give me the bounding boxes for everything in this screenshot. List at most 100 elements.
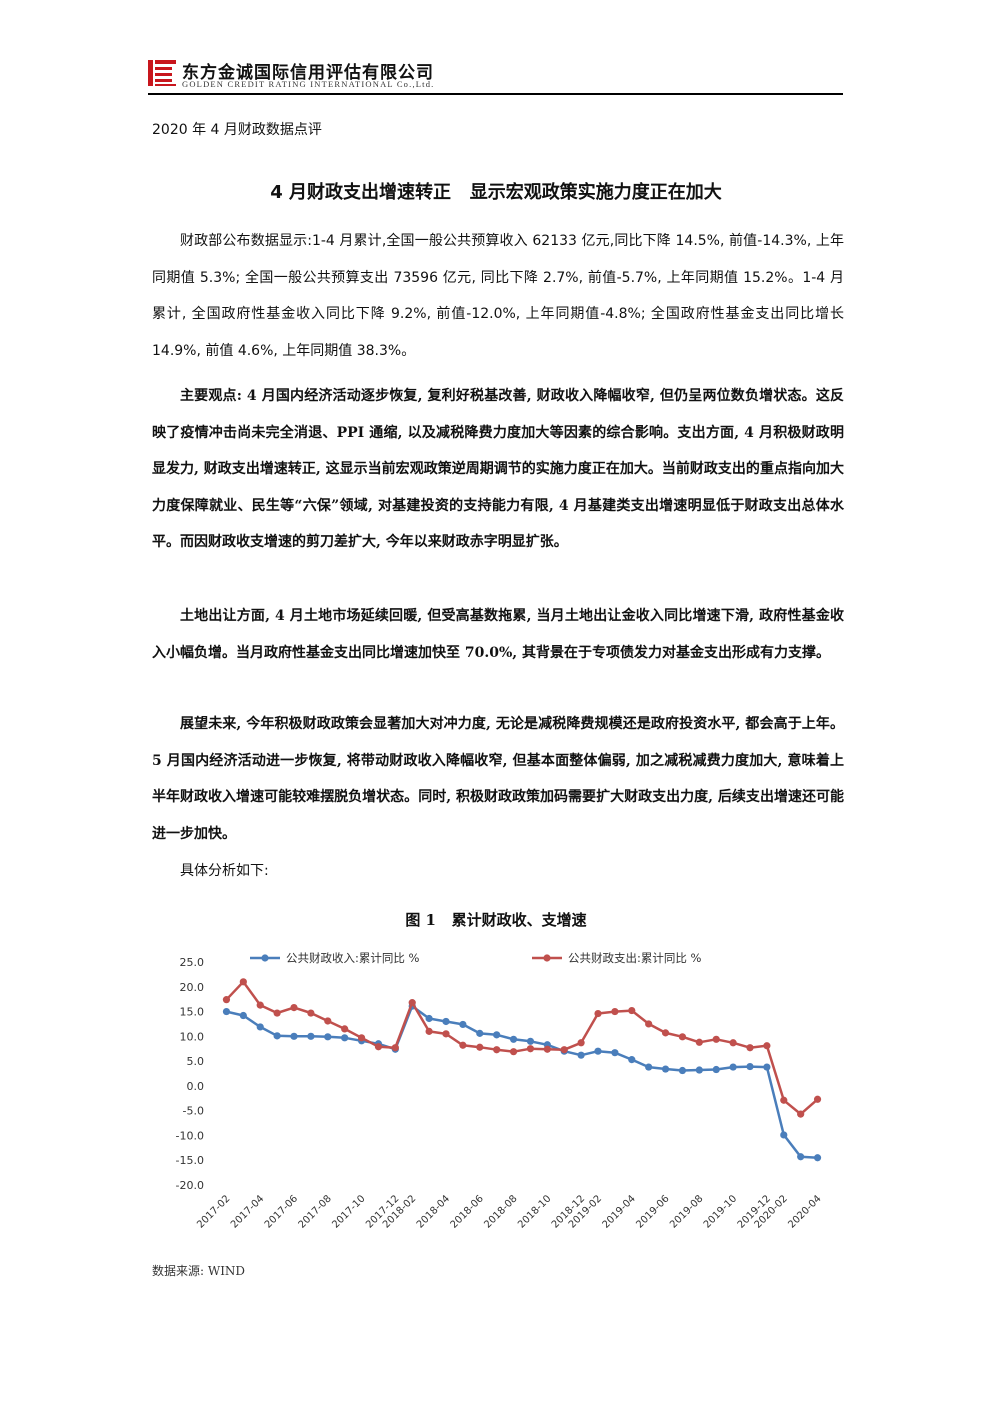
data-point xyxy=(729,1039,737,1047)
data-point xyxy=(712,1035,720,1043)
legend-label: 公共财政支出:累计同比 % xyxy=(568,951,702,965)
data-point xyxy=(797,1110,805,1118)
data-point xyxy=(780,1096,788,1104)
data-point xyxy=(493,1046,501,1054)
data-point xyxy=(256,1001,264,1009)
data-point xyxy=(577,1039,585,1047)
data-point xyxy=(678,1033,687,1041)
data-point xyxy=(577,1051,585,1059)
x-tick-label: 2020-04 xyxy=(786,1193,823,1230)
data-point xyxy=(611,1049,619,1057)
data-point xyxy=(780,1131,788,1139)
data-point xyxy=(763,1042,771,1050)
data-point xyxy=(493,1031,501,1039)
data-point xyxy=(611,1007,619,1016)
data-point xyxy=(560,1046,568,1054)
legend-marker xyxy=(261,954,269,962)
data-point xyxy=(712,1065,720,1074)
data-point xyxy=(273,1032,281,1040)
data-point xyxy=(273,1009,281,1017)
data-point xyxy=(222,996,231,1004)
data-point xyxy=(425,1014,433,1023)
data-point xyxy=(290,1003,298,1012)
data-point xyxy=(763,1063,771,1071)
x-tick-label: 2018-10 xyxy=(516,1193,553,1230)
detail-intro-paragraph: 具体分析如下: xyxy=(180,863,269,879)
company-name-en: GOLDEN CREDIT RATING INTERNATIONAL Co.,L… xyxy=(182,79,435,89)
data-point xyxy=(459,1020,467,1029)
data-point xyxy=(324,1033,332,1041)
header-divider xyxy=(148,93,843,95)
data-point xyxy=(645,1063,653,1071)
data-point xyxy=(678,1066,687,1075)
data-point xyxy=(746,1062,754,1071)
data-point xyxy=(813,1154,822,1162)
y-tick-label: -5.0 xyxy=(183,1105,204,1118)
data-point xyxy=(509,1048,518,1056)
figure-title: 图 1 累计财政收、支增速 xyxy=(405,911,587,929)
data-point xyxy=(408,999,416,1007)
data-point xyxy=(797,1153,805,1161)
data-point xyxy=(661,1029,670,1037)
data-point xyxy=(813,1095,822,1103)
page-title: 4 月财政支出增速转正 显示宏观政策实施力度正在加大 xyxy=(270,182,722,203)
x-tick-label: 2019-08 xyxy=(668,1193,705,1230)
data-point xyxy=(661,1065,670,1073)
data-point xyxy=(526,1037,535,1045)
intro-paragraph: 财政部公布数据显示:1-4 月累计,全国一般公共预算收入 62133 亿元,同比… xyxy=(152,233,844,359)
land-paragraph: 土地出让方面, 4 月土地市场延续回暖, 但受高基数拖累, 当月土地出让金收入同… xyxy=(152,608,844,661)
data-point xyxy=(594,1047,602,1055)
main-views-paragraph: 主要观点: 4 月国内经济活动逐步恢复, 复利好税基改善, 财政收入降幅收窄, … xyxy=(152,388,844,550)
y-tick-label: 5.0 xyxy=(187,1055,205,1068)
outlook-paragraph: 展望未来, 今年积极财政政策会显著加大对冲力度, 无论是减税降费规模还是政府投资… xyxy=(152,716,844,842)
series-line xyxy=(225,980,819,1116)
x-tick-label: 2018-08 xyxy=(482,1193,519,1230)
x-tick-label: 2019-04 xyxy=(601,1193,638,1230)
legend-label: 公共财政收入:累计同比 % xyxy=(286,951,420,965)
x-tick-label: 2019-06 xyxy=(634,1193,671,1230)
data-point xyxy=(442,1017,450,1026)
y-tick-label: 15.0 xyxy=(180,1006,205,1019)
data-source: 数据来源: WIND xyxy=(152,1264,246,1278)
document-subtitle: 2020 年 4 月财政数据点评 xyxy=(152,122,322,138)
page-header: 东方金诚国际信用评估有限公司 GOLDEN CREDIT RATING INTE… xyxy=(148,52,843,94)
data-point xyxy=(290,1032,298,1040)
data-point xyxy=(459,1041,467,1049)
data-point xyxy=(476,1029,484,1037)
data-point xyxy=(526,1045,535,1053)
x-tick-label: 2019-10 xyxy=(702,1193,739,1230)
data-point xyxy=(357,1034,366,1042)
x-tick-label: 2017-06 xyxy=(263,1193,300,1230)
data-point xyxy=(324,1017,332,1025)
data-point xyxy=(391,1044,399,1052)
data-point xyxy=(645,1020,653,1028)
y-tick-label: 0.0 xyxy=(187,1080,205,1093)
x-tick-label: 2018-04 xyxy=(415,1193,452,1230)
x-tick-label: 2017-04 xyxy=(229,1193,266,1230)
data-point xyxy=(476,1043,484,1051)
company-name-cn: 东方金诚国际信用评估有限公司 xyxy=(182,63,434,83)
data-point xyxy=(729,1063,737,1071)
data-point xyxy=(628,1056,636,1064)
y-tick-label: 10.0 xyxy=(180,1030,205,1043)
data-point xyxy=(239,1011,247,1020)
legend-marker xyxy=(543,954,551,962)
data-point xyxy=(628,1006,636,1015)
data-point xyxy=(374,1043,383,1051)
data-point xyxy=(695,1066,703,1074)
data-point xyxy=(425,1027,433,1035)
data-point xyxy=(341,1034,349,1042)
x-tick-label: 2017-08 xyxy=(297,1193,334,1230)
data-point xyxy=(509,1035,518,1043)
y-tick-label: -10.0 xyxy=(176,1129,204,1142)
data-point xyxy=(341,1025,349,1033)
line-chart: 25.0 20.0 15.0 10.0 5.0 0.0 -5.0 -10.0 -15.0 -20.… xyxy=(176,951,824,1231)
data-point xyxy=(746,1044,754,1052)
data-point xyxy=(239,978,247,986)
series-line xyxy=(226,1004,818,1159)
data-point xyxy=(256,1023,264,1031)
y-tick-label: -20.0 xyxy=(176,1179,204,1192)
y-tick-label: 20.0 xyxy=(180,981,205,994)
x-tick-label: 2018-06 xyxy=(449,1193,486,1230)
data-point xyxy=(594,1009,602,1018)
